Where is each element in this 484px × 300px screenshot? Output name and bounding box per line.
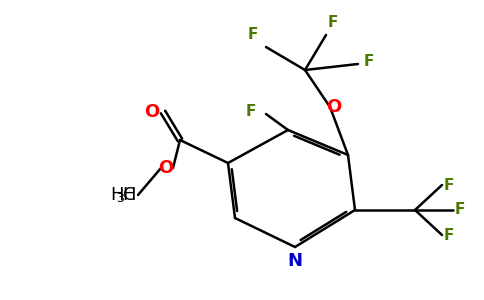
Text: H: H — [110, 186, 123, 204]
Text: O: O — [144, 103, 159, 121]
Text: F: F — [444, 227, 454, 242]
Text: 3: 3 — [116, 191, 124, 205]
Text: N: N — [287, 252, 302, 270]
Text: F: F — [248, 27, 258, 42]
Text: O: O — [326, 98, 342, 116]
Text: C: C — [123, 186, 136, 204]
Text: F: F — [245, 104, 256, 119]
Text: F: F — [444, 178, 454, 193]
Text: F: F — [455, 202, 466, 217]
Text: F: F — [364, 55, 375, 70]
Text: O: O — [158, 159, 173, 177]
Text: H: H — [122, 186, 136, 204]
Text: F: F — [328, 15, 338, 30]
